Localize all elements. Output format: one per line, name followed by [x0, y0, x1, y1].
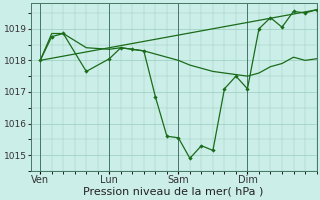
X-axis label: Pression niveau de la mer( hPa ): Pression niveau de la mer( hPa )	[84, 187, 264, 197]
